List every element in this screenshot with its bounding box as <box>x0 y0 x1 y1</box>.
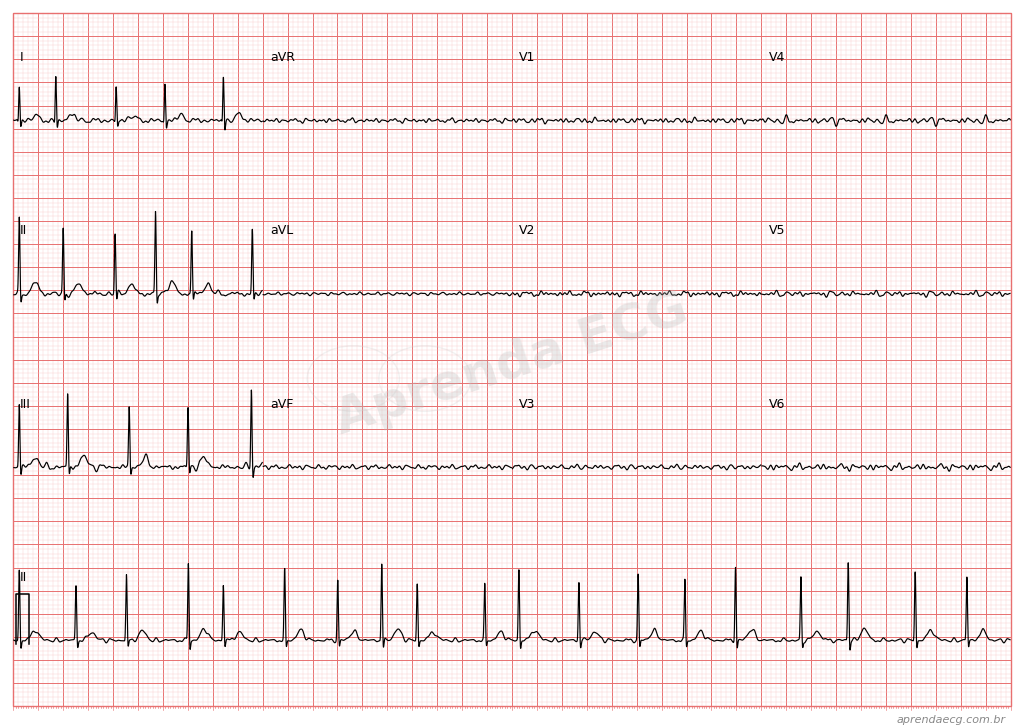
Text: II: II <box>19 224 27 237</box>
Text: aVL: aVL <box>270 224 293 237</box>
Text: aVF: aVF <box>270 397 293 411</box>
Text: III: III <box>19 397 31 411</box>
Text: I: I <box>19 51 24 64</box>
Text: aprendaecg.com.br: aprendaecg.com.br <box>896 715 1006 725</box>
Text: V5: V5 <box>768 224 785 237</box>
Text: Aprenda ECG: Aprenda ECG <box>330 285 694 443</box>
Text: V6: V6 <box>768 397 784 411</box>
Text: V1: V1 <box>519 51 536 64</box>
Text: aVR: aVR <box>270 51 295 64</box>
Text: V4: V4 <box>768 51 784 64</box>
Text: V3: V3 <box>519 397 536 411</box>
Text: II: II <box>19 571 27 584</box>
Text: V2: V2 <box>519 224 536 237</box>
